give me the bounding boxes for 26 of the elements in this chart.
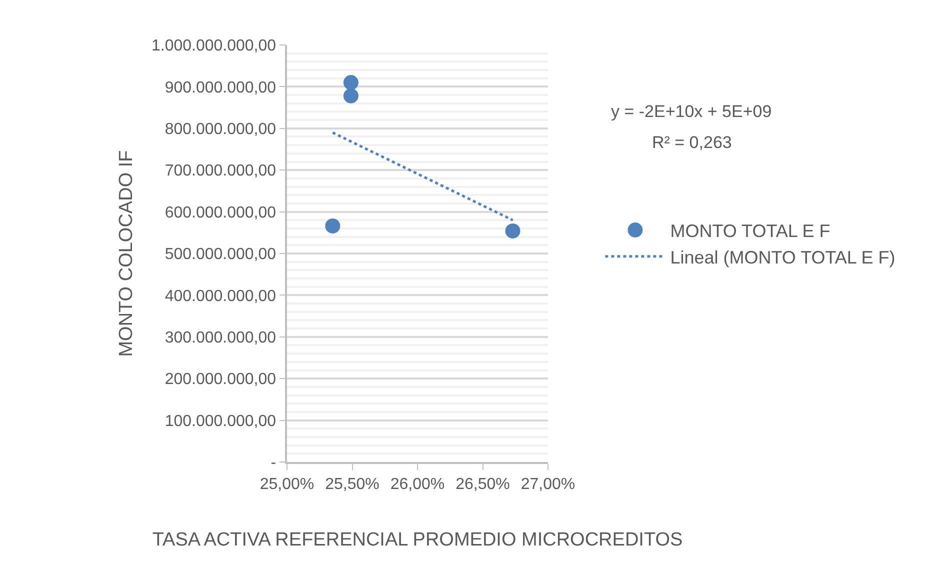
x-tick-label: 26,50% [456,476,510,493]
x-tick-label: 26,00% [390,476,445,493]
x-tick-label: 25,00% [260,476,314,493]
y-tick-label: 200.000.000,00 [164,371,276,388]
y-tick-label: 600.000.000,00 [164,204,276,222]
text: y = -2E+10x + 5E+09 [611,102,772,121]
x-tick-label: 27,00% [520,476,576,493]
y-tick-label: 800.000.000,00 [164,121,276,138]
point [343,88,358,104]
y-tick-label: 500.000.000,00 [164,246,276,264]
y-tick-label: 700.000.000,00 [164,162,276,180]
y-tick-label: 300.000.000,00 [164,330,276,346]
point [325,218,340,234]
y-axis-title: MONTO COLOCADO IF [116,150,137,357]
legend-label: Lineal (MONTO TOTAL E F) [670,247,896,268]
y-tick-label: 400.000.000,00 [164,288,276,305]
y-tick-label: - [270,454,276,472]
text: R² = 0,263 [652,133,732,152]
point [505,223,520,238]
y-tick-label: 1.000.000.000,00 [151,38,276,55]
legend-label: MONTO TOTAL E F [670,221,830,242]
x-axis-title: TASA ACTIVA REFERENCIAL PROMEDIO MICROCREDITOS [152,529,683,550]
x-tick-label: 25,50% [325,476,380,493]
y-tick-label: 900.000.000,00 [164,79,276,96]
point [343,75,358,90]
y-tick-label: 100.000.000,00 [164,412,276,430]
